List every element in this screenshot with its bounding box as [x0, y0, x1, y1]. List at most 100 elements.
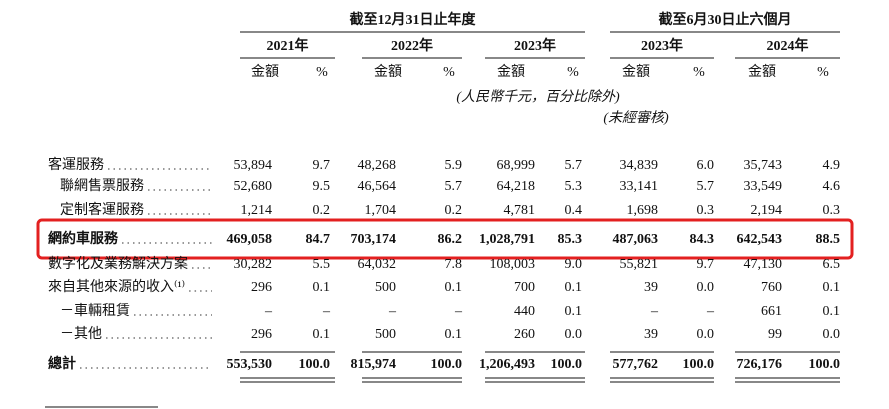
cell: 4,781 — [504, 203, 536, 218]
cell: 6.5 — [823, 257, 841, 272]
cell: 661 — [761, 304, 782, 319]
cell: 4.9 — [823, 158, 841, 173]
cell: 760 — [761, 280, 782, 295]
cell: 487,063 — [613, 232, 659, 247]
cell: – — [264, 304, 273, 319]
cell: 815,974 — [351, 357, 397, 372]
cell: 30,282 — [234, 257, 273, 272]
year-header: 2023年 — [641, 37, 683, 54]
cell: 100.0 — [551, 357, 583, 372]
year-header: 2021年 — [267, 37, 309, 54]
cell: – — [388, 304, 397, 319]
cell: – — [650, 304, 659, 319]
cell: 34,839 — [620, 158, 659, 173]
column-header: 金額 — [622, 64, 650, 80]
cell: 53,894 — [234, 158, 273, 173]
column-header: % — [567, 65, 579, 80]
cell: 100.0 — [683, 357, 715, 372]
cell: 500 — [375, 327, 396, 342]
cell: 296 — [251, 327, 272, 342]
cell: 33,141 — [620, 179, 659, 194]
cell: 5.3 — [565, 179, 583, 194]
cell: 0.0 — [697, 327, 715, 342]
cell: 577,762 — [613, 357, 659, 372]
cell: 100.0 — [431, 357, 463, 372]
cell: 9.7 — [697, 257, 715, 272]
column-header: 金額 — [748, 64, 776, 80]
cell: 9.7 — [313, 158, 331, 173]
cell: 500 — [375, 280, 396, 295]
cell: 88.5 — [816, 232, 841, 247]
cell: 64,032 — [358, 257, 397, 272]
cell: 68,999 — [497, 158, 536, 173]
cell: 5.7 — [565, 158, 583, 173]
cell: 100.0 — [809, 357, 841, 372]
row-label: 網約車服務 — [48, 230, 119, 247]
cell: 86.2 — [438, 232, 463, 247]
cell: 5.7 — [445, 179, 463, 194]
highlight-box — [36, 218, 854, 260]
cell: 260 — [514, 327, 535, 342]
unit-note: (人民幣千元，百分比除外) — [456, 89, 620, 105]
cell: 296 — [251, 280, 272, 295]
cell: 469,058 — [227, 232, 273, 247]
cell: 5.5 — [313, 257, 331, 272]
cell: 0.1 — [445, 327, 463, 342]
cell: 4.6 — [823, 179, 841, 194]
cell: 48,268 — [358, 158, 397, 173]
cell: 726,176 — [737, 357, 783, 372]
cell: 0.4 — [565, 203, 583, 218]
cell: 1,698 — [627, 203, 659, 218]
cell: 64,218 — [497, 179, 536, 194]
cell: 46,564 — [358, 179, 397, 194]
cell: 0.0 — [823, 327, 841, 342]
cell: 35,743 — [744, 158, 783, 173]
cell: 703,174 — [351, 232, 397, 247]
cell: 0.1 — [313, 327, 331, 342]
row-label: －車輛租賃 — [60, 302, 130, 319]
cell: 0.2 — [445, 203, 463, 218]
cell: 0.1 — [445, 280, 463, 295]
cell: 39 — [644, 327, 658, 342]
column-header: 金額 — [497, 64, 525, 80]
cell: 6.0 — [697, 158, 715, 173]
cell: 84.7 — [306, 232, 331, 247]
group-header: 截至6月30日止六個月 — [659, 11, 792, 28]
cell: 0.1 — [823, 280, 841, 295]
cell: 33,549 — [744, 179, 783, 194]
cell: 2,194 — [751, 203, 783, 218]
cell: 5.7 — [697, 179, 715, 194]
cell: 553,530 — [227, 357, 273, 372]
cell: 52,680 — [234, 179, 273, 194]
row-label: 來自其他來源的收入⁽¹⁾ — [48, 279, 185, 295]
column-header: % — [316, 65, 328, 80]
cell: 5.9 — [445, 158, 463, 173]
column-header: 金額 — [374, 64, 402, 80]
cell: – — [322, 304, 331, 319]
cell: 99 — [768, 327, 782, 342]
row-label: 客運服務 — [48, 156, 104, 173]
cell: 0.1 — [313, 280, 331, 295]
cell: 0.0 — [697, 280, 715, 295]
cell: 0.3 — [697, 203, 715, 218]
cell: 1,214 — [241, 203, 273, 218]
row-label: 總計 — [48, 355, 76, 372]
cell: 39 — [644, 280, 658, 295]
cell: 1,704 — [365, 203, 397, 218]
column-header: % — [443, 65, 455, 80]
year-header: 2024年 — [767, 37, 809, 54]
row-label: 定制客運服務 — [60, 201, 144, 218]
cell: 440 — [514, 304, 535, 319]
cell: 1,028,791 — [479, 232, 535, 247]
cell: – — [706, 304, 715, 319]
row-label: 數字化及業務解決方案 — [48, 255, 188, 272]
cell: 700 — [514, 280, 535, 295]
cell: 642,543 — [737, 232, 783, 247]
row-label: －其他 — [60, 326, 102, 342]
cell: 9.5 — [313, 179, 331, 194]
year-header: 2022年 — [391, 37, 433, 54]
cell: 0.1 — [565, 280, 583, 295]
cell: 0.0 — [565, 327, 583, 342]
cell: 9.0 — [565, 257, 583, 272]
cell: 108,003 — [490, 257, 536, 272]
